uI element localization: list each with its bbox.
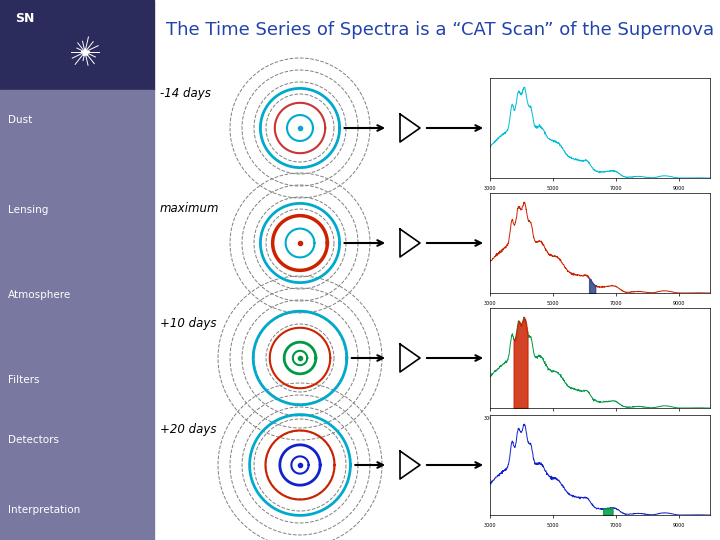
Text: Atmosphere: Atmosphere [8, 290, 71, 300]
Text: Detectors: Detectors [8, 435, 59, 445]
Text: The Time Series of Spectra is a “CAT Scan” of the Supernova: The Time Series of Spectra is a “CAT Sca… [166, 21, 714, 39]
Text: Dust: Dust [8, 115, 32, 125]
Text: +10 days: +10 days [160, 316, 217, 329]
Text: maximum: maximum [160, 201, 220, 214]
Text: -14 days: -14 days [160, 86, 211, 99]
Text: SN: SN [15, 12, 35, 25]
Text: Interpretation: Interpretation [8, 505, 80, 515]
Text: +20 days: +20 days [160, 423, 217, 436]
Bar [0, 0, 154, 90]
Text: Lensing: Lensing [8, 205, 48, 215]
Text: Filters: Filters [8, 375, 40, 385]
Bar [0, 90, 154, 540]
